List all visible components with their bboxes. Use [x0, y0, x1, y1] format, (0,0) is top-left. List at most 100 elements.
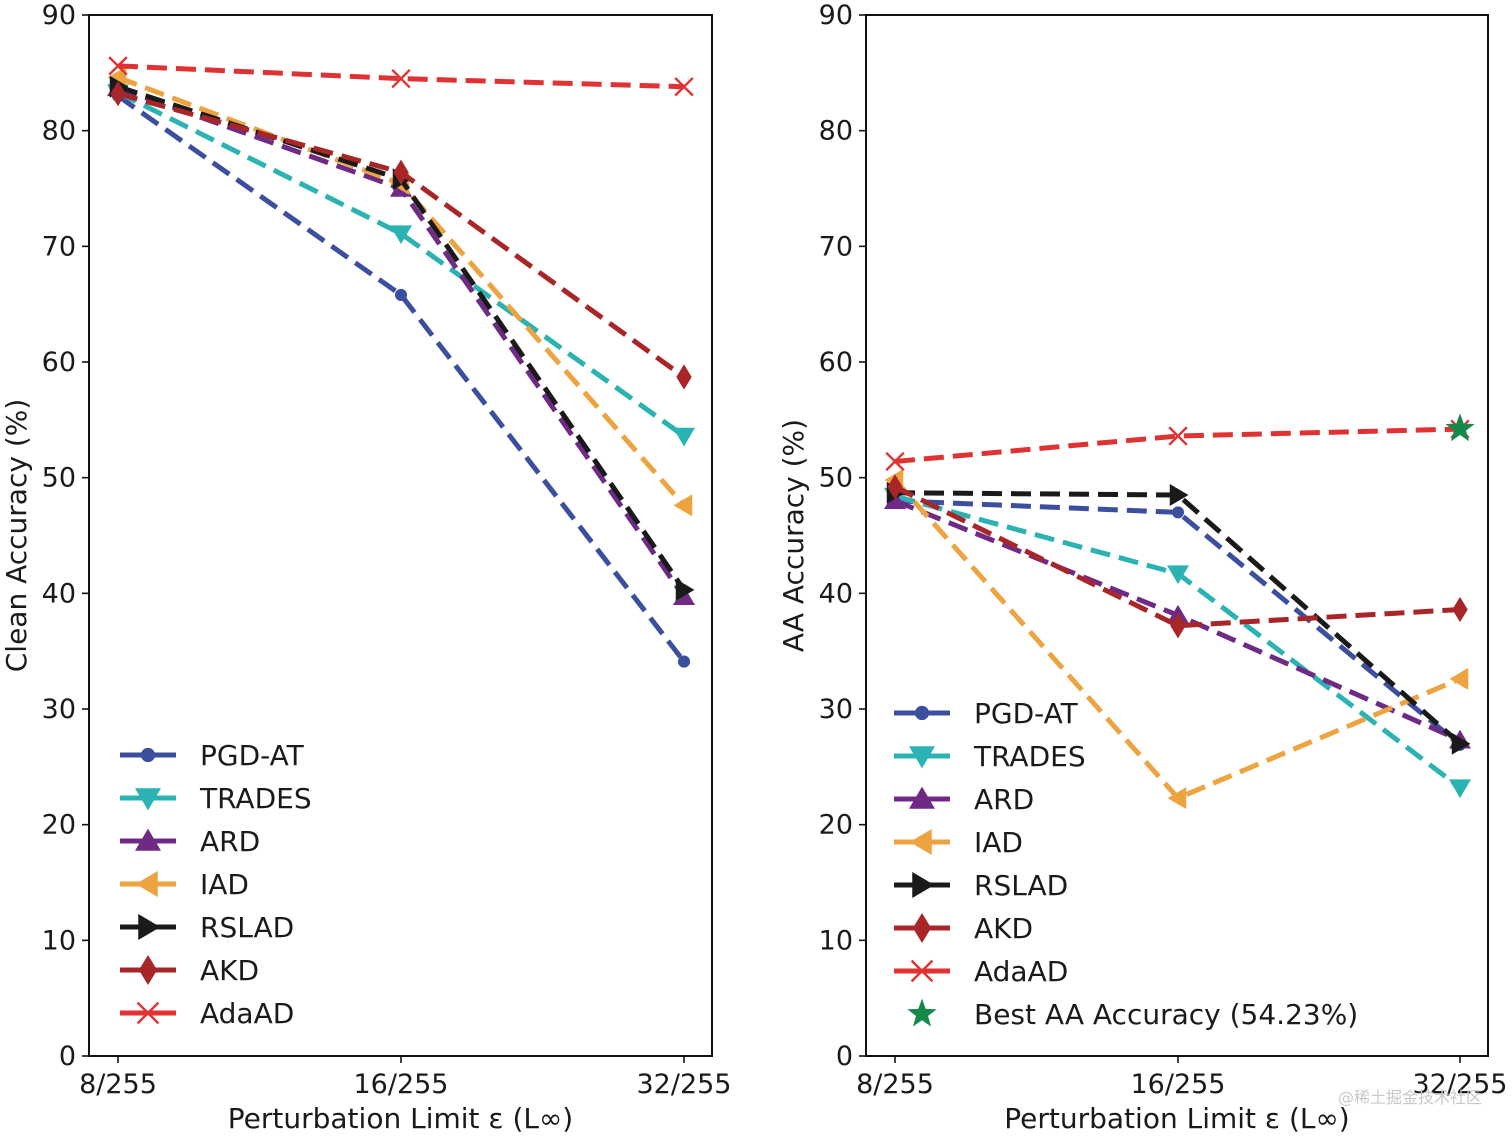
- legend-label: AdaAD: [974, 955, 1068, 988]
- legend-item-rslad: RSLAD: [894, 869, 1068, 902]
- y-tick-label: 90: [42, 0, 76, 31]
- legend-marker: [135, 828, 161, 851]
- legend-marker: [914, 705, 930, 721]
- series-line-adaad: [894, 426, 1461, 464]
- y-axis-label: AA Accuracy (%): [777, 419, 810, 652]
- legend-marker: [912, 872, 935, 898]
- data-point-adaad: [391, 68, 411, 89]
- legend-marker: [912, 913, 932, 943]
- legend-label: RSLAD: [974, 869, 1068, 902]
- series-ard: [107, 77, 695, 606]
- legend-marker: [907, 998, 937, 1027]
- legend-marker: [909, 829, 932, 855]
- y-tick-label: 70: [819, 231, 853, 262]
- legend-item-iad: IAD: [894, 826, 1023, 859]
- axes-frame: [865, 14, 1489, 1057]
- data-point-ard: [884, 490, 906, 510]
- y-tick-label: 80: [42, 116, 76, 147]
- series-line-pgd-at: [116, 93, 686, 664]
- legend-label: ARD: [200, 825, 260, 858]
- y-tick-label: 30: [819, 694, 853, 725]
- data-point-iad: [673, 494, 693, 517]
- x-axis-label: Perturbation Limit ε (L∞): [1004, 1102, 1349, 1135]
- series-akd: [887, 474, 1468, 639]
- legend-item-ard: ARD: [894, 783, 1034, 816]
- y-tick-label: 30: [42, 694, 76, 725]
- data-point-akd: [393, 159, 409, 185]
- legend-item-adaad: AdaAD: [894, 955, 1068, 988]
- legend-marker: [135, 788, 161, 811]
- y-tick-label: 0: [59, 1041, 76, 1072]
- x-tick-label: 8/255: [79, 1069, 157, 1100]
- series-line-trades: [116, 90, 686, 439]
- legend-label: TRADES: [973, 740, 1086, 773]
- series-line-akd: [893, 484, 1461, 629]
- data-point-rslad: [1169, 484, 1189, 507]
- data-point-akd: [1452, 596, 1468, 623]
- x-tick-label: 32/255: [637, 1069, 732, 1100]
- data-point-trades: [673, 427, 695, 447]
- clean-accuracy-legend: PGD-AT TRADES ARD IAD RSLAD AKD AdaAD: [120, 739, 312, 1030]
- y-tick-label: 60: [819, 347, 853, 378]
- data-point-akd: [1170, 613, 1186, 639]
- data-point-rslad: [675, 578, 695, 601]
- legend-marker: [136, 1001, 160, 1025]
- data-point-rslad: [1451, 732, 1471, 755]
- legend-label: AdaAD: [200, 997, 294, 1030]
- y-tick-label: 50: [42, 463, 76, 494]
- legend-label: Best AA Accuracy (54.23%): [974, 998, 1358, 1031]
- y-tick-label: 10: [42, 925, 76, 956]
- legend-label: TRADES: [199, 782, 312, 815]
- legend-label: IAD: [200, 868, 249, 901]
- data-point-akd: [887, 474, 903, 500]
- watermark-text: @稀土掘金技术社区: [1338, 1088, 1482, 1107]
- y-tick-label: 40: [819, 578, 853, 609]
- legend-label: RSLAD: [200, 911, 294, 944]
- series-trades: [884, 487, 1471, 799]
- legend-label: AKD: [974, 912, 1033, 945]
- y-tick-label: 80: [819, 116, 853, 147]
- data-point-pgd-at: [394, 288, 408, 301]
- legend-marker: [135, 871, 158, 897]
- data-point-iad: [1167, 787, 1187, 810]
- x-tick-label: 8/255: [856, 1069, 934, 1100]
- y-axis-label: Clean Accuracy (%): [0, 399, 33, 673]
- legend-item-pgd-at: PGD-AT: [894, 697, 1079, 730]
- legend-item-ard: ARD: [120, 825, 260, 858]
- legend-marker: [909, 786, 935, 809]
- legend-marker: [140, 747, 156, 763]
- data-point-trades: [390, 225, 412, 245]
- legend-item-trades: TRADES: [120, 782, 312, 815]
- legend-item-rslad: RSLAD: [120, 911, 294, 944]
- data-point-pgd-at: [1171, 506, 1185, 519]
- highlight-star-marker: [1445, 413, 1475, 442]
- x-tick-label: 32/255: [1413, 1069, 1508, 1100]
- y-tick-label: 20: [42, 810, 76, 841]
- series-adaad: [108, 56, 694, 97]
- legend-marker: [138, 914, 161, 940]
- aa-accuracy-legend: PGD-AT TRADES ARD IAD RSLAD AKD AdaAD Best AA A…: [894, 697, 1358, 1031]
- y-tick-label: 70: [42, 231, 76, 262]
- x-tick-label: 16/255: [1131, 1069, 1226, 1100]
- legend-label: ARD: [974, 783, 1034, 816]
- data-point-trades: [1449, 779, 1471, 799]
- legend-marker: [909, 746, 935, 769]
- legend-label: PGD-AT: [974, 697, 1079, 730]
- legend-label: PGD-AT: [200, 739, 305, 772]
- series-adaad: [885, 419, 1470, 472]
- legend-item-trades: TRADES: [894, 740, 1086, 773]
- series-line-rslad: [894, 490, 1462, 746]
- data-point-adaad: [108, 56, 128, 76]
- legend-label: IAD: [974, 826, 1023, 859]
- series-line-pgd-at: [894, 498, 1462, 747]
- data-point-adaad: [674, 77, 694, 97]
- y-tick-label: 10: [819, 925, 853, 956]
- data-point-adaad: [885, 451, 905, 472]
- data-point-akd: [110, 81, 126, 107]
- aa-accuracy-panel: 0 10 20 30 40 50 60 70 80 90 8/255 16/255 32/255 Pert…: [777, 0, 1508, 1135]
- data-point-adaad: [1168, 426, 1188, 446]
- y-tick-label: 50: [819, 463, 853, 494]
- clean-accuracy-panel: 0 10 20 30 40 50 60 70 80 90 8/255 16/255 32/255 Pert…: [0, 0, 732, 1135]
- series-iad: [884, 468, 1469, 810]
